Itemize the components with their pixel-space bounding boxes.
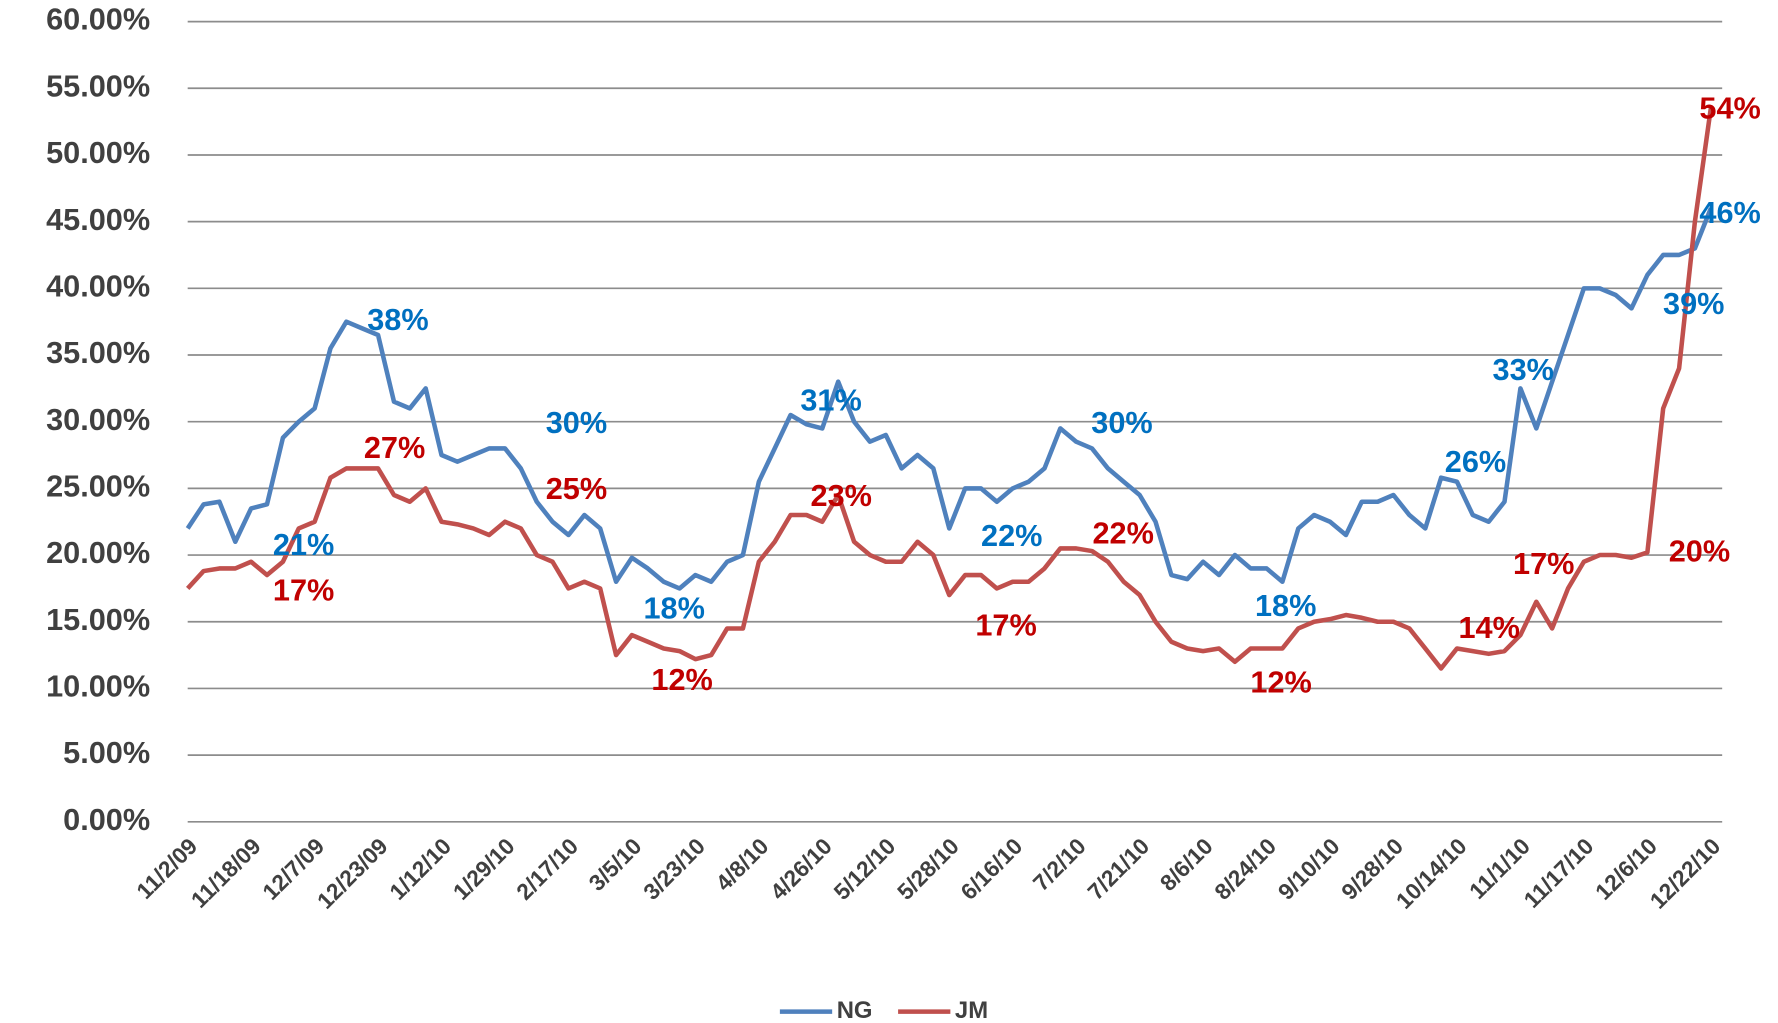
y-tick-label: 25.00%: [46, 468, 150, 503]
y-tick-label: 55.00%: [46, 68, 150, 103]
annotation: 38%: [367, 302, 428, 337]
x-tick-label: 11/18/09: [186, 833, 266, 913]
series-line: [185, 108, 1714, 671]
annotation: 17%: [975, 608, 1036, 643]
y-tick-label: 35.00%: [46, 335, 150, 370]
annotation: 17%: [273, 572, 334, 607]
y-tick-label: 0.00%: [63, 802, 150, 837]
annotation: 46%: [1699, 195, 1760, 230]
x-tick-label: 1/12/10: [384, 833, 456, 905]
annotation: 18%: [643, 590, 704, 625]
annotation: 23%: [811, 478, 872, 513]
annotation: 33%: [1493, 352, 1554, 387]
x-tick-label: 5/12/10: [828, 833, 900, 905]
annotation: 12%: [1250, 664, 1311, 699]
x-tick-label: 2/17/10: [511, 833, 583, 905]
annotation: 30%: [546, 405, 607, 440]
x-tick-label: 9/10/10: [1273, 833, 1345, 905]
x-tick-label: 6/16/10: [955, 833, 1027, 905]
annotation: 12%: [651, 662, 712, 697]
annotation: 17%: [1513, 546, 1574, 581]
y-tick-label: 10.00%: [46, 669, 150, 704]
annotation: 54%: [1699, 90, 1760, 125]
annotation: 25%: [546, 471, 607, 506]
x-tick-label: 3/23/10: [638, 833, 710, 905]
y-tick-label: 45.00%: [46, 202, 150, 237]
y-tick-label: 50.00%: [46, 135, 150, 170]
x-tick-label: 5/28/10: [892, 833, 964, 905]
annotation: 30%: [1091, 405, 1152, 440]
x-tick-label: 12/22/10: [1644, 833, 1725, 914]
y-tick-label: 20.00%: [46, 535, 150, 570]
annotation: 18%: [1255, 588, 1316, 623]
x-tick-label: 11/17/10: [1518, 833, 1598, 913]
x-tick-label: 4/26/10: [765, 833, 837, 905]
series-line: [185, 207, 1713, 591]
annotation: 21%: [273, 527, 334, 562]
y-tick-label: 60.00%: [46, 2, 150, 37]
y-tick-label: 15.00%: [46, 602, 150, 637]
annotation: 27%: [364, 430, 425, 465]
y-tick-label: 40.00%: [46, 268, 150, 303]
x-tick-label: 7/21/10: [1082, 833, 1154, 905]
annotation: 31%: [800, 382, 861, 417]
legend-label: NG: [837, 997, 873, 1023]
annotation: 14%: [1458, 610, 1519, 645]
annotation: 22%: [1092, 515, 1153, 550]
x-tick-label: 10/14/10: [1391, 833, 1472, 914]
annotation: 20%: [1669, 534, 1730, 569]
y-tick-label: 5.00%: [63, 735, 150, 770]
y-tick-label: 30.00%: [46, 402, 150, 437]
legend-label: JM: [955, 997, 988, 1023]
annotation: 26%: [1445, 444, 1506, 479]
annotation: 22%: [981, 518, 1042, 553]
x-tick-label: 1/29/10: [448, 833, 520, 905]
annotation: 39%: [1663, 286, 1724, 321]
x-tick-label: 12/23/09: [312, 833, 393, 914]
x-tick-label: 8/24/10: [1209, 833, 1281, 905]
